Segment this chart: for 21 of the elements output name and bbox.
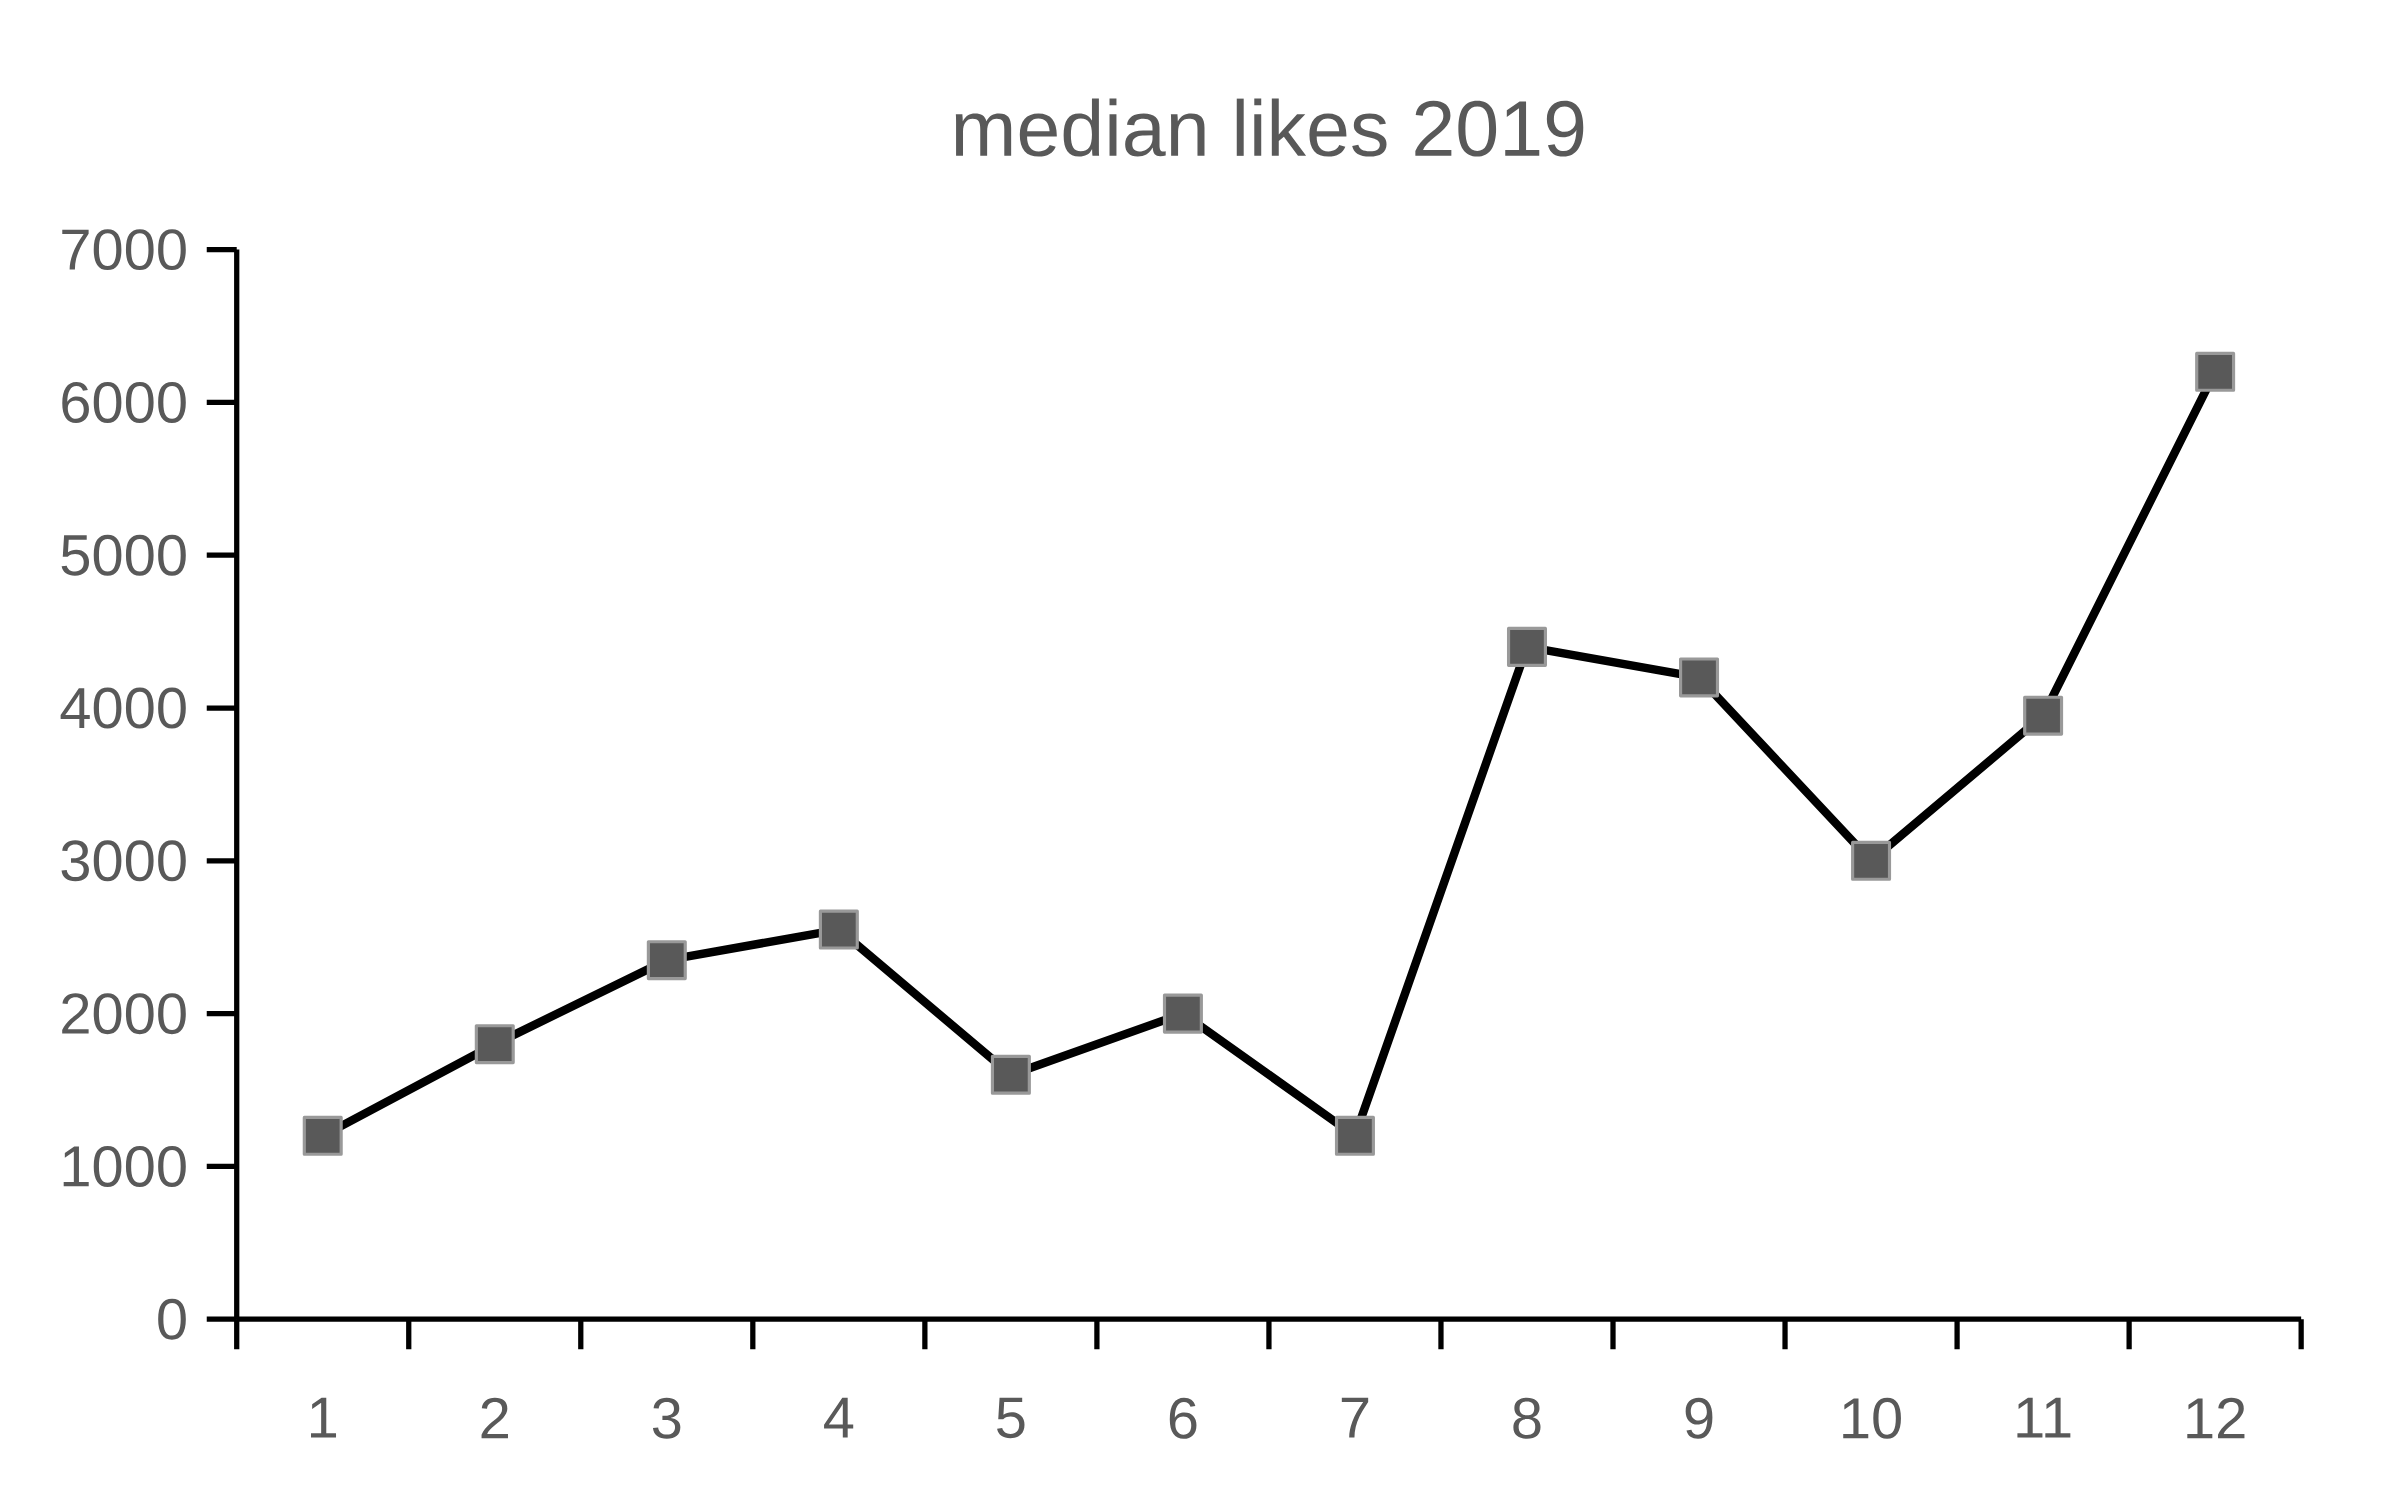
x-tick-label: 8 [1513, 1397, 1541, 1439]
y-tick-label: 1000 [63, 1145, 186, 1187]
y-tick-label: 3000 [61, 840, 186, 882]
x-tick-label: 10 [1843, 1397, 1901, 1439]
x-tick-label: 6 [1169, 1397, 1197, 1439]
x-tick-label: 4 [824, 1397, 854, 1438]
x-tick-label: 3 [652, 1397, 681, 1439]
x-tick-label: 11 [2017, 1397, 2071, 1438]
y-tick-label: 7000 [62, 229, 186, 271]
y-tick-label: 6000 [62, 381, 186, 423]
y-tick-label: 4000 [60, 687, 186, 729]
y-tick-label: 0 [158, 1298, 186, 1340]
x-tick-label: 2 [481, 1397, 508, 1439]
x-tick-label: 5 [997, 1397, 1025, 1439]
x-tick-label: 12 [2187, 1397, 2245, 1439]
x-tick-label: 7 [1341, 1397, 1369, 1438]
chart-title: median likes 2019 [955, 98, 1584, 157]
x-tick-label: 1 [311, 1397, 337, 1438]
y-tick-label: 5000 [61, 534, 186, 576]
y-tick-label: 2000 [62, 993, 186, 1035]
x-tick-label: 9 [1685, 1397, 1713, 1439]
